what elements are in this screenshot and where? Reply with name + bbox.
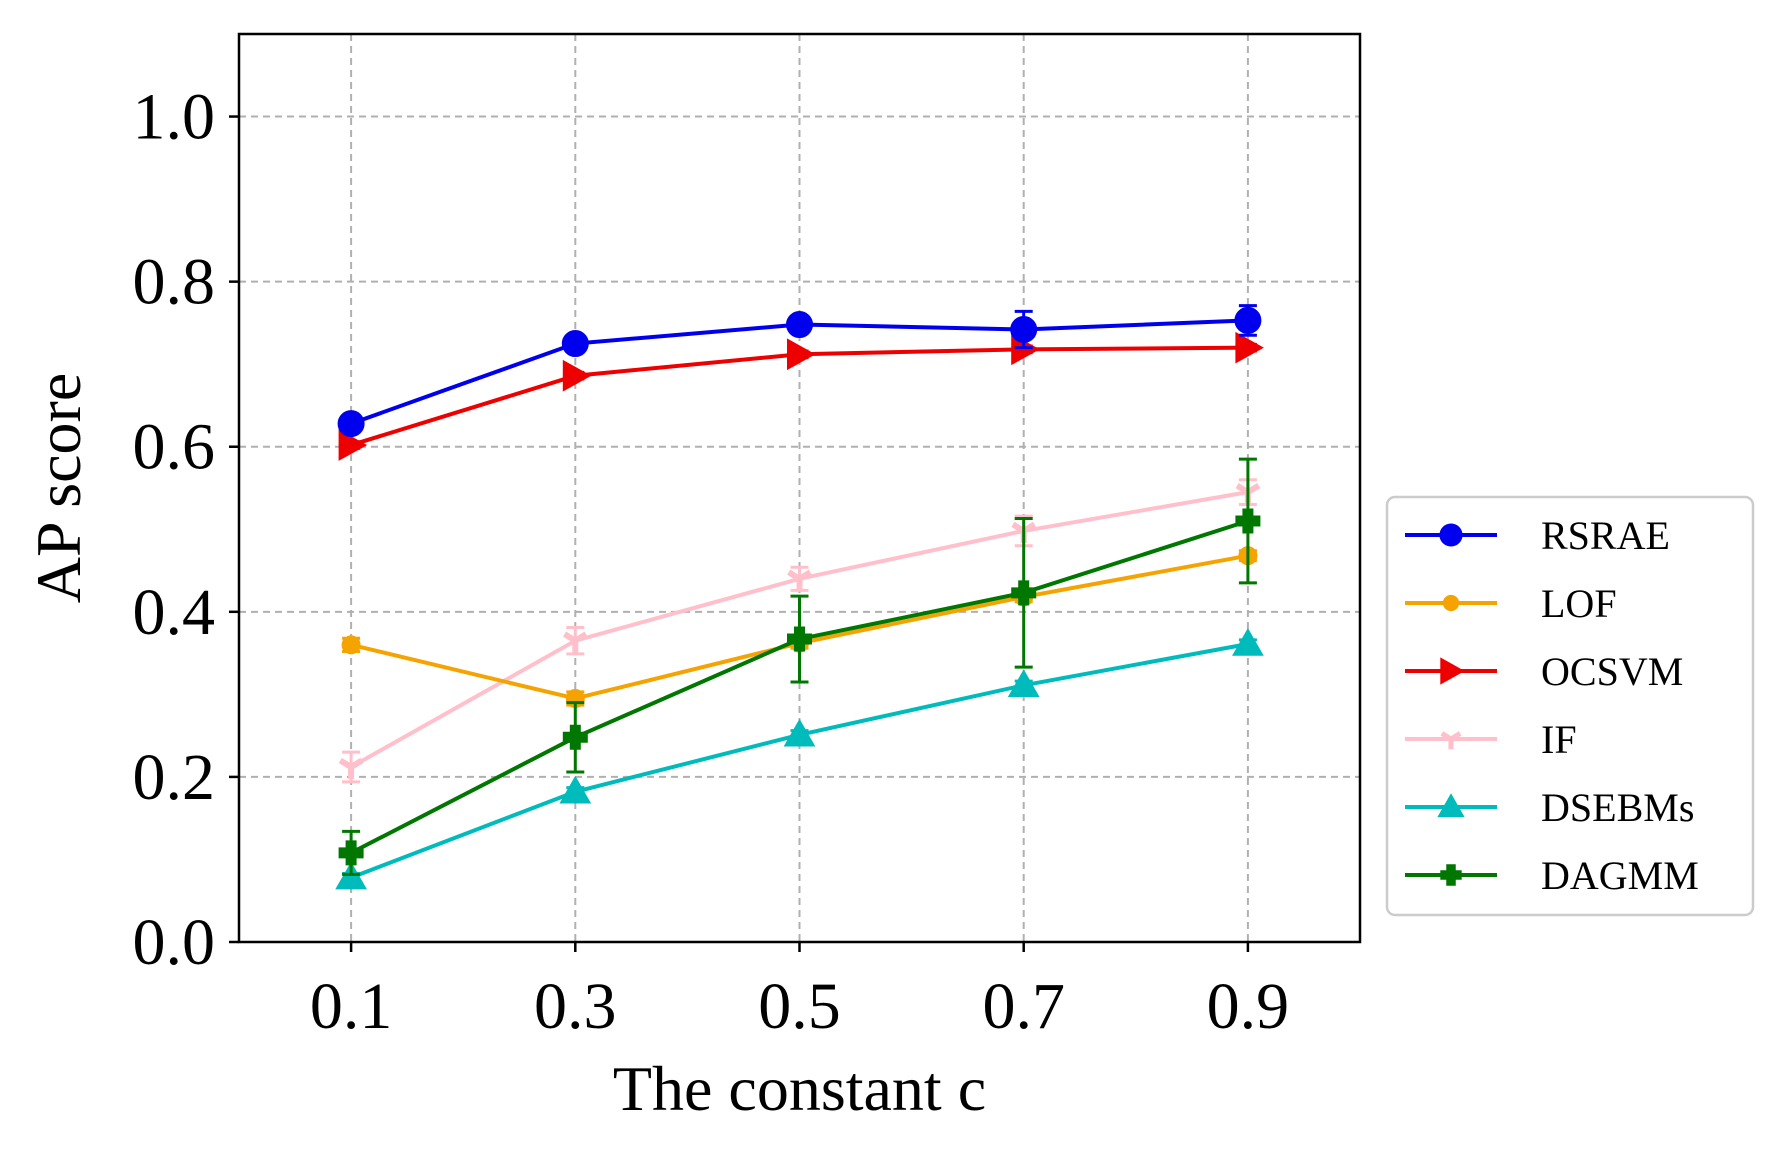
data-point — [787, 626, 812, 652]
ticks: 0.1 0.3 0.5 0.7 0.9 0.0 0.2 0.4 0.6 0.8 1.0 — [133, 81, 1290, 1043]
data-point — [1010, 316, 1038, 344]
series-rsrae — [337, 304, 1262, 438]
data-point — [562, 631, 588, 653]
legend-entry: OCSVM — [1405, 649, 1683, 694]
data-point — [1235, 508, 1261, 534]
y-tick-label: 0.4 — [133, 576, 216, 649]
data-point — [338, 429, 368, 461]
series-dagmm — [338, 457, 1261, 876]
data-point — [338, 757, 364, 780]
data-point — [562, 359, 592, 392]
legend-marker — [1440, 731, 1462, 750]
data-point — [337, 410, 365, 438]
x-axis-title: The constant c — [613, 1053, 986, 1124]
data-point — [787, 569, 812, 591]
series-ocsvm — [338, 331, 1264, 461]
legend-marker — [1437, 793, 1465, 818]
series-layer — [335, 304, 1264, 890]
legend-marker — [1440, 864, 1462, 886]
legend-marker — [1439, 523, 1463, 547]
data-point — [1234, 306, 1262, 334]
legend-label: LOF — [1541, 581, 1617, 626]
data-point — [341, 635, 361, 655]
legend-label: DAGMM — [1541, 853, 1699, 898]
y-tick-label: 0.6 — [133, 411, 216, 484]
legend-entry: LOF — [1405, 581, 1617, 626]
legend-label: RSRAE — [1541, 513, 1670, 558]
data-point — [559, 775, 592, 804]
data-point — [562, 724, 588, 750]
legend: RSRAE LOF OCSVM IF DSEBMs DAGMM — [1385, 495, 1755, 917]
y-tick-label: 0.0 — [133, 906, 216, 979]
x-tick-label: 0.9 — [1207, 970, 1290, 1043]
data-point — [786, 311, 813, 339]
legend-marker — [1442, 594, 1460, 612]
legend-entry: DAGMM — [1405, 853, 1699, 898]
x-tick-label: 0.5 — [758, 970, 841, 1043]
legend-entry: RSRAE — [1405, 513, 1670, 558]
x-tick-label: 0.3 — [534, 970, 617, 1043]
data-point — [1011, 580, 1037, 606]
series-if — [338, 478, 1261, 784]
grid — [239, 34, 1360, 942]
legend-marker — [1440, 657, 1465, 685]
legend-entry: IF — [1405, 717, 1577, 762]
legend-label: DSEBMs — [1541, 785, 1694, 830]
data-point — [1235, 331, 1264, 364]
x-tick-label: 0.7 — [982, 970, 1065, 1043]
legend-label: OCSVM — [1541, 649, 1683, 694]
data-point — [338, 840, 364, 866]
y-axis-title: AP score — [23, 373, 94, 603]
y-tick-label: 1.0 — [133, 81, 216, 154]
data-point — [787, 338, 816, 371]
data-point — [1007, 669, 1040, 698]
data-point — [783, 718, 816, 747]
legend-entry: DSEBMs — [1405, 785, 1694, 830]
y-tick-label: 0.8 — [133, 246, 216, 319]
y-tick-label: 0.2 — [133, 741, 216, 814]
data-point — [561, 330, 589, 358]
x-tick-label: 0.1 — [310, 970, 393, 1043]
data-point — [1232, 628, 1264, 656]
legend-label: IF — [1541, 717, 1577, 762]
